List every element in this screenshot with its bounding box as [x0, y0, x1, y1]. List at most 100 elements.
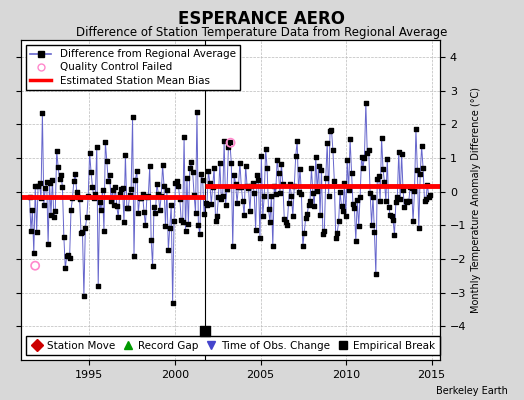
Point	[199, 177, 207, 183]
Point	[406, 184, 414, 190]
Point	[310, 202, 319, 209]
Point	[402, 197, 410, 204]
Point	[420, 198, 429, 204]
Point	[61, 265, 70, 272]
Point	[210, 164, 219, 171]
Point	[205, 180, 214, 186]
Point	[426, 192, 434, 198]
Point	[356, 194, 364, 200]
Point	[95, 199, 104, 205]
Point	[72, 189, 81, 196]
Point	[110, 202, 118, 208]
Point	[213, 212, 221, 219]
Point	[170, 218, 178, 224]
Point	[171, 180, 180, 186]
Point	[131, 176, 139, 183]
Point	[97, 207, 105, 213]
Point	[400, 204, 409, 210]
Point	[104, 178, 113, 184]
Point	[372, 271, 380, 278]
Point	[216, 160, 224, 166]
Point	[107, 198, 115, 204]
Point	[113, 203, 121, 210]
Point	[350, 205, 358, 211]
Point	[363, 150, 372, 156]
Point	[38, 110, 47, 116]
Point	[207, 201, 215, 207]
Point	[418, 143, 426, 150]
Point	[362, 100, 370, 106]
Point	[80, 293, 88, 299]
Point	[85, 150, 94, 156]
Point	[323, 140, 331, 146]
Point	[330, 178, 339, 185]
Y-axis label: Monthly Temperature Anomaly Difference (°C): Monthly Temperature Anomaly Difference (…	[471, 87, 481, 313]
Point	[120, 218, 128, 225]
Point	[90, 194, 98, 201]
Point	[340, 180, 348, 186]
Point	[146, 163, 154, 169]
Point	[75, 196, 84, 202]
Point	[52, 148, 61, 154]
Point	[190, 192, 198, 198]
Point	[299, 243, 307, 250]
Point	[359, 164, 367, 171]
Point	[395, 149, 403, 155]
Point	[369, 193, 377, 200]
Point	[301, 214, 310, 221]
Point	[44, 241, 52, 247]
Point	[349, 201, 357, 208]
Point	[31, 262, 39, 269]
Point	[303, 211, 311, 218]
Point	[27, 228, 35, 234]
Legend: Station Move, Record Gap, Time of Obs. Change, Empirical Break: Station Move, Record Gap, Time of Obs. C…	[26, 336, 440, 355]
Point	[254, 177, 263, 183]
Point	[226, 140, 235, 146]
Point	[385, 204, 393, 210]
Point	[179, 219, 187, 225]
Point	[296, 165, 304, 172]
Point	[99, 187, 107, 193]
Point	[156, 207, 164, 213]
Point	[71, 171, 80, 177]
Point	[94, 283, 102, 289]
Point	[227, 160, 235, 166]
Point	[222, 201, 230, 208]
Point	[252, 226, 260, 233]
Point	[121, 151, 129, 158]
Point	[30, 250, 38, 257]
Point	[261, 146, 270, 152]
Point	[173, 178, 181, 184]
Point	[77, 230, 85, 237]
Point	[228, 243, 237, 250]
Point	[253, 172, 261, 178]
Point	[271, 191, 280, 197]
Point	[127, 186, 135, 192]
Point	[403, 198, 411, 205]
Point	[289, 213, 297, 219]
Point	[366, 189, 374, 196]
Point	[66, 254, 74, 261]
Point	[267, 192, 276, 199]
Point	[124, 205, 133, 212]
Point	[161, 223, 170, 229]
Point	[236, 160, 244, 166]
Point	[180, 134, 188, 140]
Point	[204, 168, 213, 174]
Point	[306, 198, 314, 204]
Point	[34, 183, 42, 189]
Point	[317, 166, 325, 173]
Point	[91, 191, 100, 197]
Point	[300, 229, 309, 236]
Point	[383, 156, 391, 162]
Point	[357, 154, 366, 160]
Point	[279, 180, 287, 187]
Point	[375, 173, 383, 180]
Point	[337, 203, 346, 210]
Point	[191, 210, 200, 216]
Point	[209, 184, 217, 190]
Point	[343, 157, 352, 163]
Point	[276, 190, 284, 197]
Point	[166, 225, 174, 231]
Point	[281, 219, 290, 225]
